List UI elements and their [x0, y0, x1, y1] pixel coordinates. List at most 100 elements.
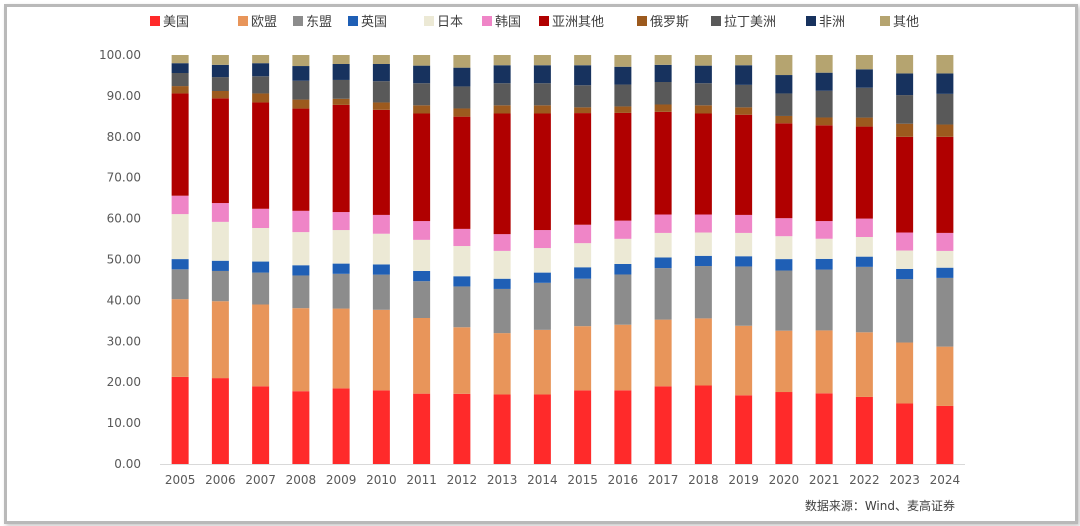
bar-segment	[775, 75, 793, 94]
bar-segment	[493, 288, 511, 334]
legend-swatch	[711, 16, 721, 26]
bar-segment	[614, 84, 632, 107]
legend-swatch	[482, 16, 492, 26]
bar-segment	[574, 65, 592, 86]
bar-segment	[332, 273, 350, 309]
legend-label: 非洲	[819, 15, 845, 30]
bar-segment	[171, 269, 189, 300]
y-tick-label: 60.00	[107, 212, 141, 226]
bar-segment	[574, 85, 592, 108]
bar-segment	[654, 268, 672, 320]
bar-segment	[855, 117, 873, 127]
bar-stack-2012	[453, 55, 471, 464]
bar-segment	[936, 250, 954, 268]
bar-segment	[815, 90, 833, 118]
y-tick-label: 90.00	[107, 89, 141, 103]
bar-segment	[211, 301, 229, 379]
x-tick-label: 2009	[326, 473, 357, 487]
bar-segment	[855, 396, 873, 464]
bar-segment	[855, 218, 873, 237]
legend-label: 美国	[163, 15, 189, 30]
bar-segment	[735, 256, 753, 267]
bar-stack-2014	[533, 55, 551, 464]
bar-segment	[332, 230, 350, 264]
bar-segment	[815, 330, 833, 394]
bar-segment	[574, 55, 592, 66]
bar-segment	[453, 276, 471, 287]
bar-segment	[775, 55, 793, 76]
bar-segment	[815, 125, 833, 222]
x-tick-label: 2023	[889, 473, 920, 487]
bar-segment	[775, 330, 793, 393]
y-tick-label: 70.00	[107, 171, 141, 185]
legend-swatch	[293, 16, 303, 26]
bar-stack-2021	[815, 55, 833, 464]
bar-segment	[372, 214, 390, 234]
source-note: 数据来源：Wind、麦高证券	[805, 498, 955, 513]
bar-segment	[252, 55, 270, 64]
x-tick-label: 2014	[527, 473, 558, 487]
bar-segment	[413, 317, 431, 394]
bar-segment	[493, 65, 511, 84]
bar-segment	[614, 220, 632, 239]
bar-segment	[896, 55, 914, 74]
legend-label: 俄罗斯	[650, 15, 689, 30]
bar-segment	[252, 261, 270, 273]
bar-segment	[614, 263, 632, 275]
bar-stack-2009	[332, 55, 350, 464]
bar-segment	[332, 263, 350, 274]
x-tick-label: 2020	[769, 473, 800, 487]
bar-segment	[413, 221, 431, 240]
bar-segment	[735, 395, 753, 464]
x-tick-label: 2016	[608, 473, 639, 487]
bar-segment	[171, 259, 189, 270]
legend-label: 其他	[893, 15, 919, 30]
bar-stack-2020	[775, 55, 793, 464]
bar-segment	[855, 87, 873, 118]
bar-segment	[614, 324, 632, 391]
bar-segment	[815, 117, 833, 126]
bar-segment	[211, 221, 229, 261]
bar-segment	[533, 83, 551, 106]
legend-swatch	[806, 16, 816, 26]
bar-segment	[614, 238, 632, 264]
x-tick-label: 2012	[447, 473, 478, 487]
bar-segment	[252, 386, 270, 464]
bar-segment	[332, 388, 350, 464]
bar-segment	[896, 342, 914, 404]
bar-segment	[453, 286, 471, 328]
bar-segment	[694, 55, 712, 66]
bar-segment	[896, 403, 914, 464]
bar-segment	[855, 256, 873, 267]
bar-segment	[413, 239, 431, 271]
bar-segment	[292, 66, 310, 81]
bar-segment	[453, 86, 471, 109]
x-tick-label: 2024	[930, 473, 961, 487]
bar-segment	[453, 246, 471, 277]
bar-segment	[936, 55, 954, 74]
legend-swatch	[539, 16, 549, 26]
legend-label: 亚洲其他	[552, 15, 604, 30]
bar-segment	[332, 98, 350, 105]
bar-segment	[735, 232, 753, 257]
bar-segment	[292, 55, 310, 67]
bar-segment	[614, 55, 632, 67]
bar-segment	[171, 73, 189, 87]
bar-segment	[413, 281, 431, 318]
bar-stack-2006	[211, 55, 229, 464]
legend-item: 东盟	[293, 15, 332, 30]
y-axis: 0.00 10.00 20.00 30.00 40.00 50.00 60.00 70.00 8…	[99, 48, 141, 471]
bar-segment	[372, 102, 390, 110]
bar-segment	[654, 232, 672, 258]
bar-segment	[533, 329, 551, 395]
bar-segment	[413, 105, 431, 114]
bar-segment	[252, 272, 270, 305]
bar-segment	[533, 272, 551, 283]
bar-segment	[332, 104, 350, 213]
legend-label: 英国	[361, 15, 387, 30]
bar-segment	[493, 394, 511, 464]
bar-segment	[775, 270, 793, 331]
bar-segment	[211, 55, 229, 65]
bar-segment	[694, 83, 712, 106]
bar-segment	[694, 113, 712, 215]
